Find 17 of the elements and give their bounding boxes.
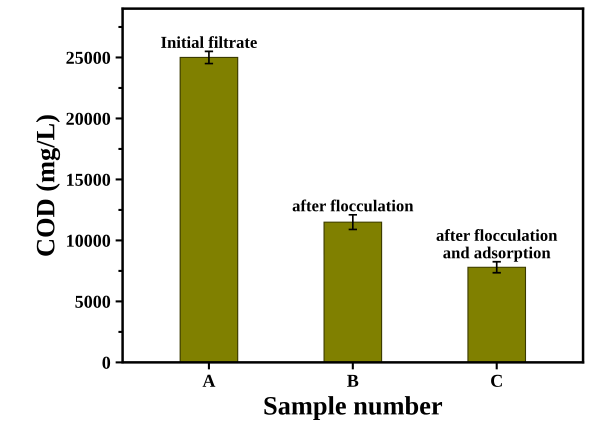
y-axis-title: COD (mg/L) <box>36 115 60 256</box>
bar <box>323 222 382 362</box>
x-axis-title: Sample number <box>264 396 442 420</box>
x-tick-label: C <box>491 374 502 387</box>
bar <box>467 266 526 362</box>
y-tick-label: 10000 <box>67 234 110 247</box>
y-tick-label: 20000 <box>66 112 110 125</box>
y-tick-label: 0 <box>102 356 110 369</box>
x-tick-label: A <box>202 374 216 387</box>
annotation: Initial filtrate <box>161 36 257 48</box>
x-tick-label: B <box>347 374 358 387</box>
y-tick-label: 5000 <box>75 296 110 308</box>
annotation: after flocculation <box>292 200 414 212</box>
y-tick-label: 25000 <box>66 52 110 64</box>
y-tick-label: 15000 <box>67 174 110 186</box>
annotation: after flocculation and adsorption <box>436 229 558 262</box>
bar <box>180 56 238 362</box>
